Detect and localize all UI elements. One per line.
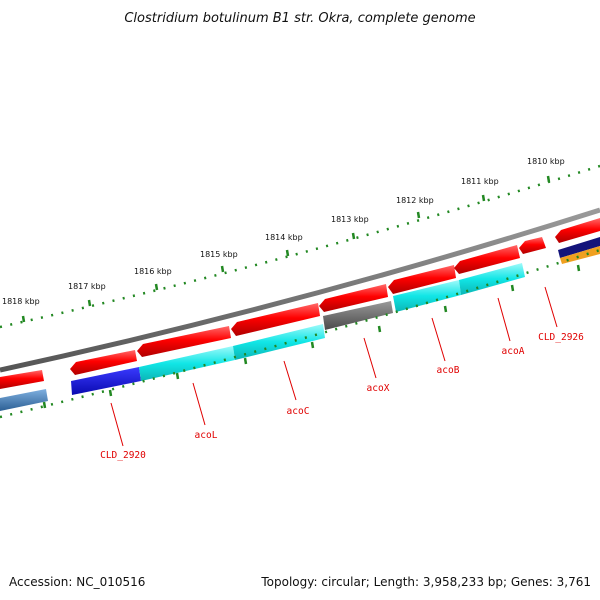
cds-block [558,237,600,258]
gene-label: acoX [367,383,390,394]
cds-track [0,237,600,411]
cds-block [393,280,461,312]
kbp-label: 1811 kbp [461,177,499,186]
cds-block [560,246,600,264]
inner-major-ticks [42,264,581,409]
gene-arrow [231,303,320,336]
gene-arrow [454,245,520,274]
kbp-label: 1814 kbp [265,233,303,242]
kbp-label: 1816 kbp [134,267,172,276]
gene-arrow [519,237,546,254]
cds-block [139,346,235,381]
accession-text: Accession: NC_010516 [9,575,145,589]
gene-arrow [70,350,137,375]
kbp-label: 1810 kbp [527,157,565,166]
outer-major-ticks [21,175,551,323]
gene-label: acoB [437,365,460,376]
gene-label: acoA [502,346,525,357]
gene-arrow [137,326,231,357]
gene-arrow [319,284,388,312]
kbp-label: 1812 kbp [396,196,434,205]
cds-block [0,389,48,411]
cds-block [71,367,141,395]
gene-arrow [0,370,44,389]
kbp-label: 1813 kbp [331,215,369,224]
map-title: Clostridium botulinum B1 str. Okra, comp… [124,11,475,26]
kbp-label: 1815 kbp [200,250,238,259]
gene-label: acoC [287,406,310,417]
gene-label: CLD_2920 [100,450,146,461]
gene-label: acoL [195,430,218,441]
gene-label-leaders [110,286,558,447]
gene-label: CLD_2926 [538,332,584,343]
gene-arrow [388,265,456,294]
kbp-label: 1818 kbp [2,297,40,306]
cds-block [459,263,525,295]
topology-text: Topology: circular; Length: 3,958,233 bp… [260,575,591,589]
gene-arrow [555,218,600,243]
kbp-label: 1817 kbp [68,282,106,291]
genome-backbone [0,207,600,373]
gene-arrow-track [0,218,600,389]
cds-block [323,301,393,330]
